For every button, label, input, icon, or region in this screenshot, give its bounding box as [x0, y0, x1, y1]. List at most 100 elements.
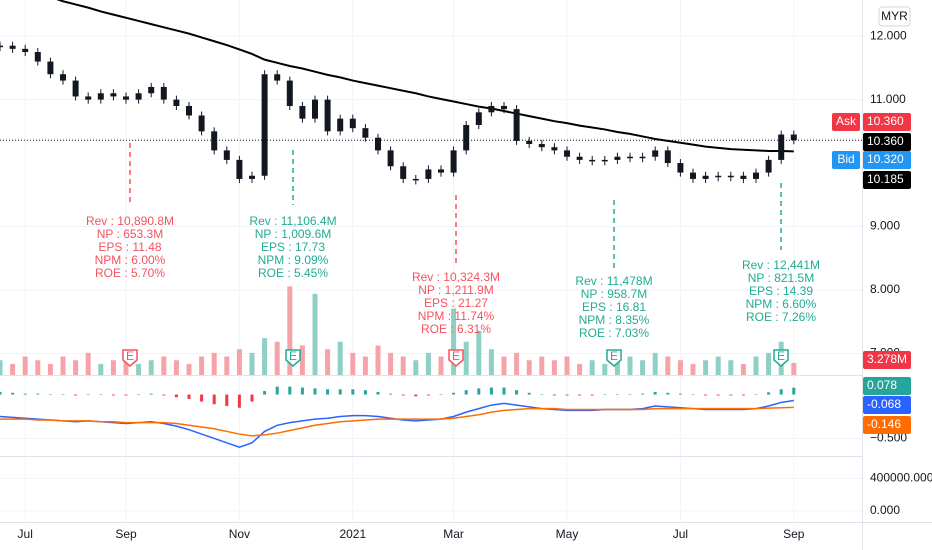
- y-tick-label: 11.000: [870, 92, 906, 106]
- price-tag-label: -0.146: [867, 417, 901, 431]
- macd-histogram-bar: [326, 389, 330, 395]
- volume-bar: [362, 356, 368, 375]
- volume-bar: [325, 349, 331, 375]
- candle: [614, 156, 621, 160]
- candle: [173, 99, 180, 106]
- annotation-text: EPS : 14.39: [749, 284, 813, 298]
- candle: [375, 137, 381, 151]
- candle: [564, 150, 570, 157]
- earnings-marker-label: E: [777, 349, 785, 363]
- candle: [463, 125, 470, 151]
- volume-bar: [526, 360, 532, 375]
- earnings-marker-label: E: [289, 349, 297, 363]
- volume-bar: [514, 352, 520, 375]
- price-tag-label: 10.185: [867, 172, 904, 186]
- volume-bar: [199, 356, 205, 375]
- price-tag-label: -0.068: [867, 397, 901, 411]
- volume-bar: [110, 360, 116, 375]
- volume-bar: [0, 360, 3, 375]
- volume-bar: [173, 360, 179, 375]
- macd-histogram-bar: [414, 394, 418, 397]
- candle: [186, 105, 192, 116]
- volume-bar: [274, 341, 280, 375]
- volume-bar: [665, 356, 671, 375]
- volume-bar: [287, 286, 293, 375]
- macd-histogram-bar: [275, 386, 279, 395]
- candle: [639, 156, 646, 159]
- volume-bar: [715, 356, 721, 375]
- candle: [551, 147, 558, 151]
- volume-bar: [652, 352, 658, 375]
- candle: [34, 52, 41, 62]
- macd-histogram-bar: [0, 391, 2, 395]
- macd-histogram-bar: [389, 393, 393, 395]
- candle: [72, 80, 79, 97]
- candle: [601, 159, 608, 162]
- y-tick-label: 400000.000: [870, 471, 932, 485]
- volume-bar: [388, 352, 394, 375]
- volume-bar: [22, 356, 28, 375]
- candle: [677, 163, 684, 173]
- macd-histogram-bar: [225, 394, 229, 406]
- annotation-text: NPM : 8.35%: [579, 313, 650, 327]
- candle: [538, 144, 545, 148]
- candle: [312, 99, 318, 119]
- annotation-text: EPS : 21.27: [424, 296, 488, 310]
- volume-bar: [123, 356, 129, 375]
- macd-histogram-bar: [704, 394, 708, 396]
- candle: [526, 140, 533, 145]
- annotation-text: Rev : 12,441M: [742, 258, 820, 272]
- volume-bar: [539, 356, 545, 375]
- macd-histogram-bar: [187, 394, 191, 399]
- x-tick-label: Sep: [783, 527, 805, 541]
- macd-histogram-bar: [376, 391, 380, 395]
- volume-bar: [589, 360, 595, 375]
- macd-histogram-bar: [691, 394, 695, 396]
- price-tag-name: Ask: [836, 114, 857, 128]
- candle: [576, 156, 583, 160]
- macd-histogram-bar: [590, 394, 594, 396]
- candle: [412, 178, 419, 181]
- volume-bar: [766, 352, 772, 375]
- price-tag: [863, 113, 911, 131]
- annotation-text: ROE : 5.70%: [95, 266, 165, 280]
- y-tick-label: 0.000: [870, 503, 900, 517]
- annotation-text: EPS : 17.73: [261, 240, 325, 254]
- macd-histogram-bar: [137, 394, 141, 396]
- annotation-text: NP : 1,009.6M: [255, 227, 332, 241]
- macd-histogram-bar: [515, 390, 519, 395]
- macd-histogram-bar: [212, 394, 216, 405]
- annotation-text: NP : 1,211.9M: [418, 283, 494, 297]
- y-tick-label: 8.000: [870, 282, 900, 296]
- candle: [337, 118, 344, 132]
- annotation-text: ROE : 5.45%: [258, 266, 328, 280]
- volume-bar: [350, 352, 356, 375]
- earnings-marker: [773, 349, 789, 367]
- candle: [513, 109, 520, 141]
- candle: [753, 172, 759, 179]
- price-tag: [863, 416, 911, 434]
- earnings-marker-label: E: [126, 349, 134, 363]
- macd-histogram-bar: [628, 394, 632, 396]
- x-tick-label: Mar: [443, 527, 464, 541]
- candle: [475, 112, 482, 125]
- axes: Jul Sep Nov 2021 Mar May Jul Sep 12.000 11.000 9.0…: [18, 28, 932, 541]
- macd-histogram-bar: [174, 394, 178, 398]
- macd-histogram-bar: [779, 389, 783, 395]
- candle: [0, 45, 3, 48]
- volume-bar: [136, 363, 142, 375]
- currency-box[interactable]: [878, 6, 911, 27]
- candle: [22, 48, 29, 53]
- volume-bar: [564, 356, 570, 375]
- annotation-text: NPM : 9.09%: [258, 253, 329, 267]
- volume-bar: [249, 352, 255, 375]
- macd-histogram-bar: [489, 387, 493, 395]
- annotation-text: NPM : 6.00%: [95, 253, 166, 267]
- volume-bar: [677, 360, 683, 375]
- macd-histogram-bar: [124, 394, 128, 396]
- volume-bar: [728, 360, 734, 375]
- macd-histogram-bar: [74, 394, 78, 396]
- macd-histogram-bar: [716, 394, 720, 396]
- volume-bar: [161, 356, 167, 375]
- x-tick-label: Sep: [115, 527, 137, 541]
